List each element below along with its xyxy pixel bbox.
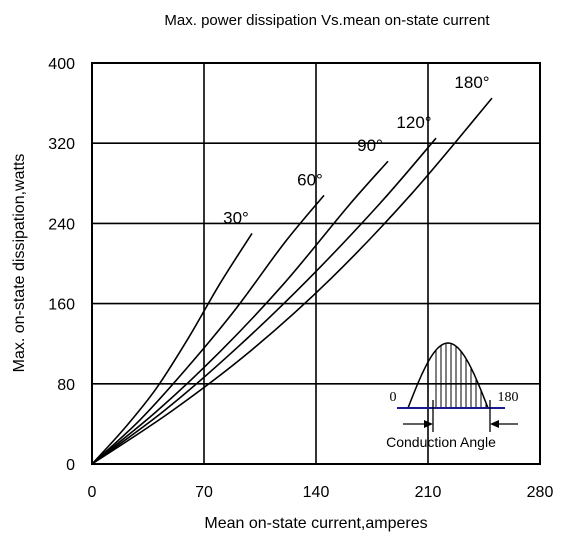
series-label: 30° bbox=[223, 208, 249, 227]
series-label: 60° bbox=[297, 170, 323, 189]
inset-half-sine bbox=[407, 342, 489, 409]
x-tick-label: 280 bbox=[527, 484, 554, 501]
y-tick-label: 240 bbox=[48, 216, 75, 233]
y-axis-label: Max. on-state dissipation,watts bbox=[11, 154, 28, 373]
inset-start-label: 0 bbox=[390, 390, 397, 405]
series-label: 120° bbox=[396, 113, 431, 132]
chart-title: Max. power dissipation Vs.mean on-state … bbox=[164, 12, 490, 29]
inset-caption: Conduction Angle bbox=[386, 434, 496, 450]
plot-frame bbox=[91, 62, 541, 465]
series-line bbox=[91, 232, 253, 465]
series-line bbox=[91, 137, 437, 465]
y-tick-label: 0 bbox=[66, 457, 75, 474]
y-tick-label: 160 bbox=[48, 297, 75, 314]
inset-end-label: 180 bbox=[498, 390, 519, 405]
x-tick-labels: 0 70 140 210 280 bbox=[88, 484, 554, 501]
series-group: 30° 60° 90° 120° 180° bbox=[91, 73, 493, 465]
inset-right-arrowhead bbox=[490, 420, 499, 428]
inset-left-arrowhead bbox=[424, 420, 433, 428]
inset-hatching bbox=[435, 343, 487, 408]
y-tick-labels: 0 80 160 240 320 400 bbox=[48, 56, 75, 474]
series-label: 180° bbox=[454, 73, 489, 92]
series-line bbox=[91, 97, 493, 465]
grid bbox=[92, 63, 540, 464]
y-tick-label: 320 bbox=[48, 136, 75, 153]
x-tick-label: 140 bbox=[303, 484, 330, 501]
series-line bbox=[91, 194, 325, 465]
x-tick-label: 210 bbox=[415, 484, 442, 501]
x-tick-label: 0 bbox=[88, 484, 97, 501]
x-axis-label: Mean on-state current,amperes bbox=[204, 515, 427, 532]
series-label: 90° bbox=[357, 136, 383, 155]
series-line bbox=[91, 160, 389, 465]
conduction-angle-inset: 0 180 Conduction Angle bbox=[386, 342, 519, 450]
y-tick-label: 400 bbox=[48, 56, 75, 73]
x-tick-label: 70 bbox=[195, 484, 213, 501]
y-tick-label: 80 bbox=[57, 377, 75, 394]
